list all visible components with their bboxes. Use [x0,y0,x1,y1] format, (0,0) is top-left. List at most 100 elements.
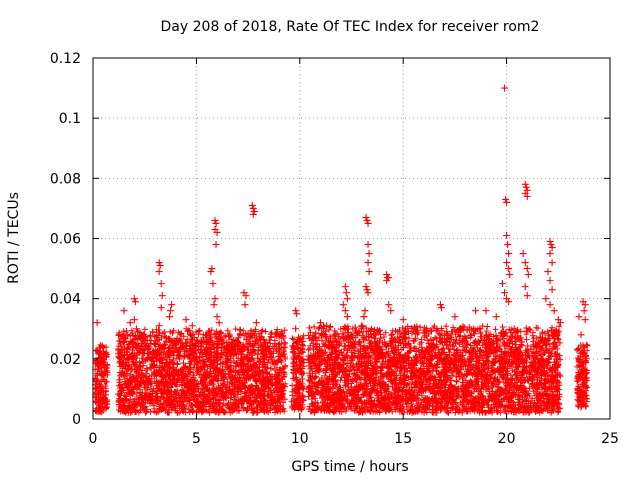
data-point [501,84,509,92]
data-point [341,307,349,315]
data-point [97,370,105,378]
data-point [544,268,552,276]
data-point [250,207,258,215]
x-tick-label: 15 [394,431,412,447]
data-point [383,277,391,285]
data-point [364,259,372,267]
data-point [548,244,556,252]
data-point [249,204,257,212]
data-point [472,307,480,315]
data-point [546,301,554,309]
data-point [363,286,371,294]
data-point [182,316,190,324]
data-point [155,268,163,276]
x-axis-label: GPS time / hours [291,459,408,475]
data-point [575,313,583,321]
data-point [365,250,373,258]
data-point [542,295,550,303]
dense-band [288,332,307,413]
x-tick-label: 10 [291,431,309,447]
data-point [521,180,529,188]
data-point [521,283,529,291]
data-point [156,262,164,270]
data-point [157,280,165,288]
axis-ticks [92,57,611,420]
data-point [546,238,554,246]
data-point [363,216,371,224]
data-point [523,292,531,300]
data-point [126,319,134,327]
y-tick-label: 0.04 [50,292,81,308]
data-point [339,301,347,309]
data-point [167,307,175,315]
data-point [523,192,531,200]
data-point [579,388,587,396]
data-point [208,265,216,273]
data-point [120,307,128,315]
dense-band [115,325,289,416]
data-point [556,319,564,327]
data-point [130,295,138,303]
data-point [519,250,527,258]
data-point [503,231,511,239]
y-axis-label: ROTI / TECUs [6,192,22,284]
data-point [168,301,176,309]
dense-band [92,341,111,416]
data-point [550,307,558,315]
data-point [399,316,407,324]
data-point [505,265,513,273]
data-point [242,292,250,300]
data-point [209,280,217,288]
data-point [364,241,372,249]
data-point [492,313,500,321]
data-point [215,319,223,327]
data-point [252,319,260,327]
data-point [506,271,514,279]
data-point [323,322,331,330]
data-point [498,280,506,288]
data-point [365,268,373,276]
data-point [343,295,351,303]
data-point [437,304,445,312]
data-point [361,307,369,315]
data-point [451,313,459,321]
y-tick-label: 0.12 [50,51,81,67]
data-point [362,283,370,291]
dense-scatter-bands [92,323,591,416]
x-tick-label: 25 [601,431,619,447]
data-point [213,313,221,321]
data-point [241,301,249,309]
data-point [131,298,139,306]
dense-band-markers [574,341,591,410]
data-point [293,310,301,318]
y-tick-label: 0.02 [50,352,81,368]
x-tick-label: 5 [192,431,201,447]
x-tick-label: 20 [498,431,516,447]
dense-band-markers [92,341,111,416]
dense-band-markers [115,325,289,416]
data-point [504,241,512,249]
data-point [580,307,588,315]
data-point [212,241,220,249]
data-point [292,307,300,315]
data-point [482,307,490,315]
data-point [211,216,219,224]
dense-band [305,323,564,416]
data-point [207,268,215,276]
data-point [341,283,349,291]
data-point [503,259,511,267]
x-tick-label: 0 [89,431,98,447]
y-tick-label: 0.1 [59,111,81,127]
data-point [212,219,220,227]
data-point [249,210,257,218]
data-point [95,349,103,357]
data-points [93,84,589,411]
data-point [547,241,555,249]
dense-band-markers [288,332,307,413]
data-point [581,358,589,366]
data-point [579,343,587,351]
data-point [364,289,372,297]
data-point [577,403,585,411]
data-point [155,322,163,330]
